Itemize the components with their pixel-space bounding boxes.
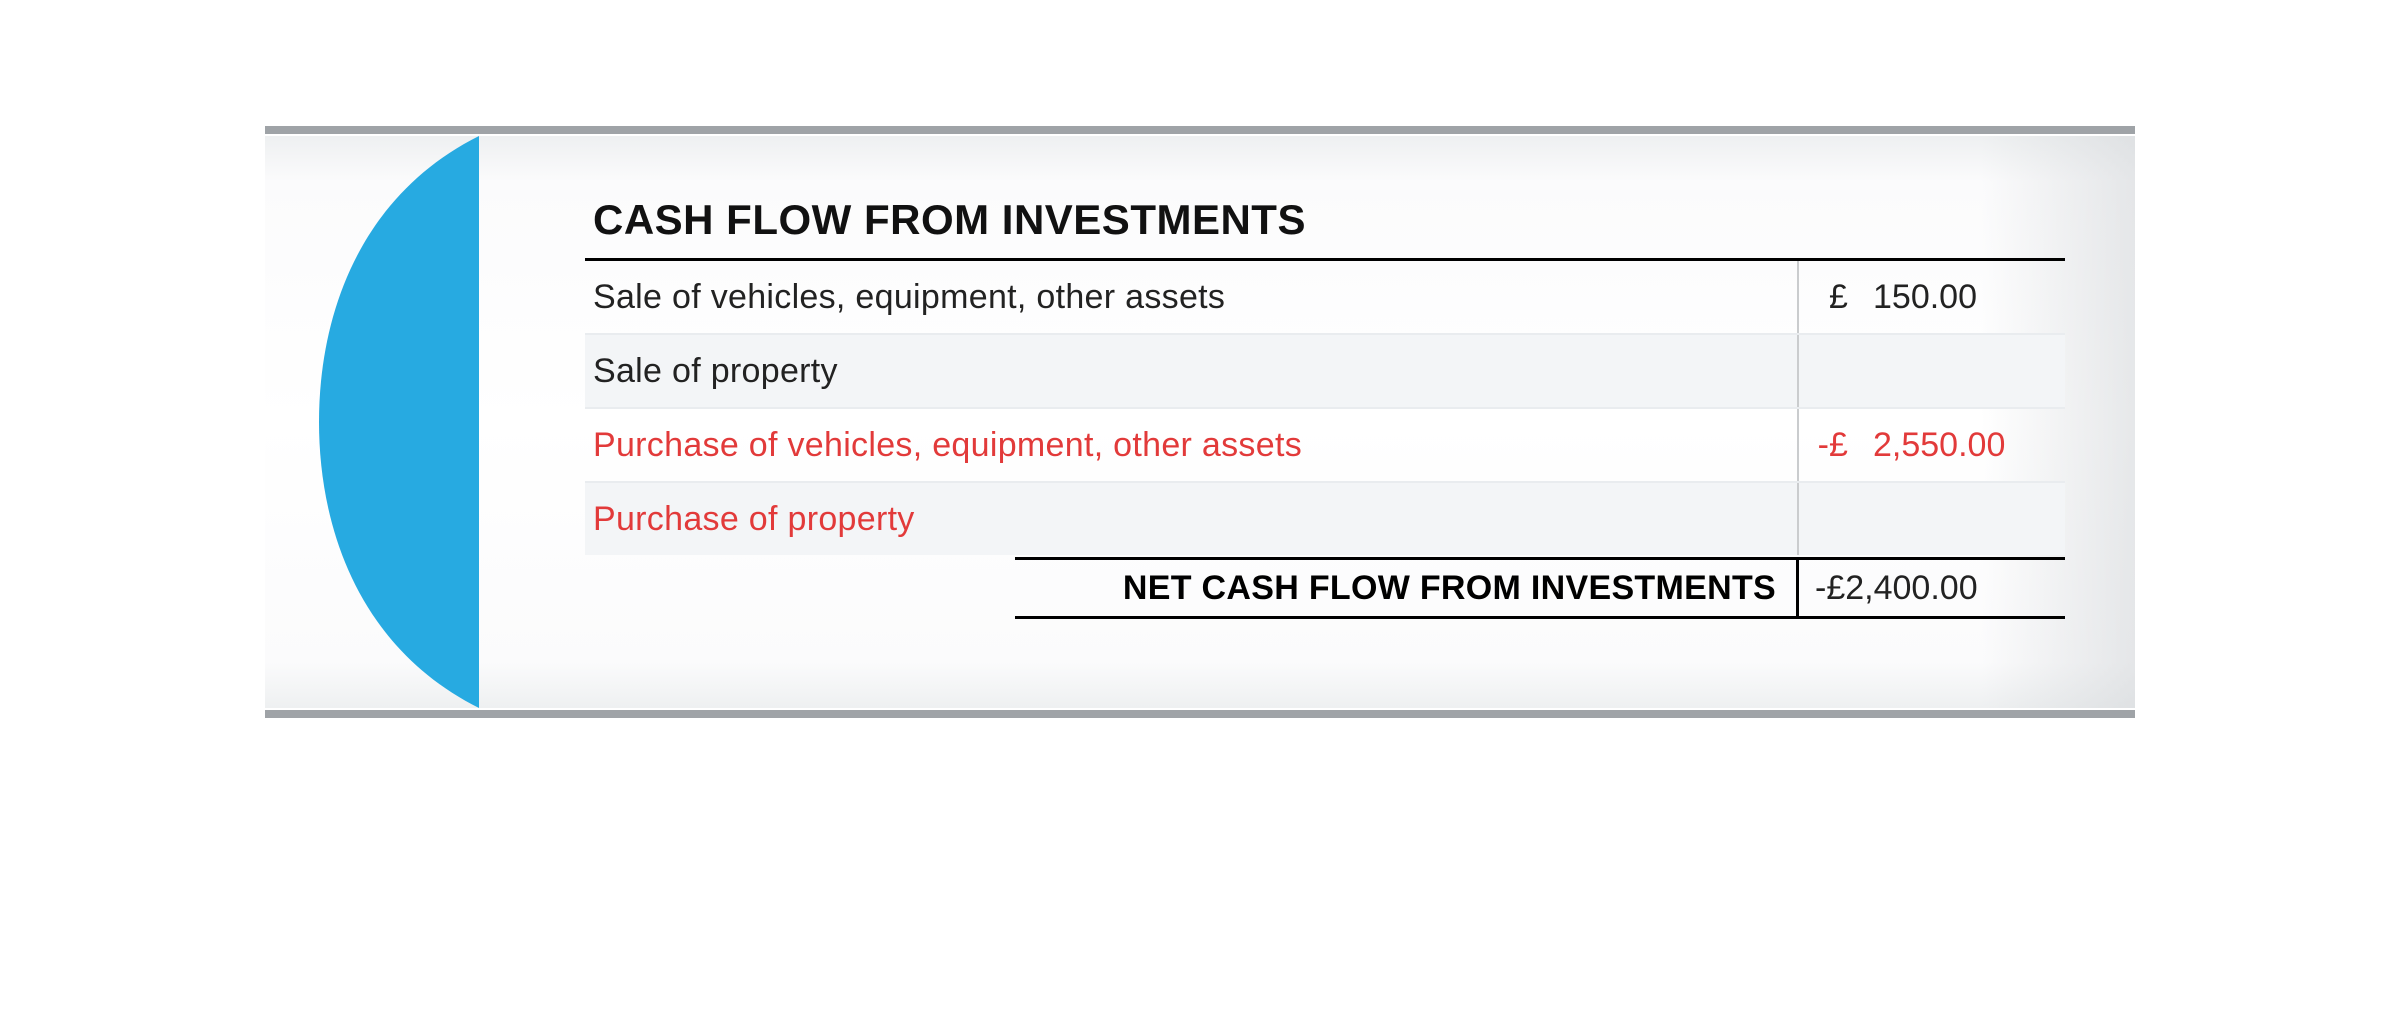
row-label: Sale of vehicles, equipment, other asset… xyxy=(585,261,1797,333)
row-amount: £150.00 xyxy=(1797,261,2065,333)
total-spacer xyxy=(585,557,1015,619)
table-row: Purchase of property xyxy=(585,483,2065,555)
amount-value: 2,550.00 xyxy=(1855,426,2005,465)
currency-symbol: £ xyxy=(1829,426,1855,465)
bottom-horizontal-rule xyxy=(265,710,2135,718)
total-label: NET CASH FLOW FROM INVESTMENTS xyxy=(1123,569,1776,608)
blue-scroll-edge xyxy=(319,136,479,708)
canvas: CASH FLOW FROM INVESTMENTS Sale of vehic… xyxy=(0,0,2400,1036)
top-horizontal-rule xyxy=(265,126,2135,134)
row-amount xyxy=(1797,335,2065,407)
table-row: Purchase of vehicles, equipment, other a… xyxy=(585,409,2065,483)
total-row: NET CASH FLOW FROM INVESTMENTS -£2,400.0… xyxy=(585,557,2065,619)
amount-value: 2,400.00 xyxy=(1845,569,1977,608)
table-row: Sale of vehicles, equipment, other asset… xyxy=(585,261,2065,335)
section-title: CASH FLOW FROM INVESTMENTS xyxy=(585,196,2065,258)
total-amount: -£2,400.00 xyxy=(1796,557,2065,619)
total-label-wrap: NET CASH FLOW FROM INVESTMENTS xyxy=(1015,557,1796,619)
row-amount: -£2,550.00 xyxy=(1797,409,2065,481)
amount-sign: - xyxy=(1815,569,1826,608)
currency-symbol: £ xyxy=(1829,278,1855,317)
table-row: Sale of property xyxy=(585,335,2065,409)
row-label: Sale of property xyxy=(585,335,1797,407)
currency-symbol: £ xyxy=(1826,569,1845,608)
cashflow-table: Sale of vehicles, equipment, other asset… xyxy=(585,261,2065,619)
row-amount xyxy=(1797,483,2065,555)
row-label: Purchase of vehicles, equipment, other a… xyxy=(585,409,1797,481)
row-label: Purchase of property xyxy=(585,483,1797,555)
scroll-paper-container: CASH FLOW FROM INVESTMENTS Sale of vehic… xyxy=(265,136,2135,708)
cashflow-section: CASH FLOW FROM INVESTMENTS Sale of vehic… xyxy=(585,196,2065,619)
amount-value: 150.00 xyxy=(1855,278,1977,317)
amount-sign: - xyxy=(1815,426,1829,465)
